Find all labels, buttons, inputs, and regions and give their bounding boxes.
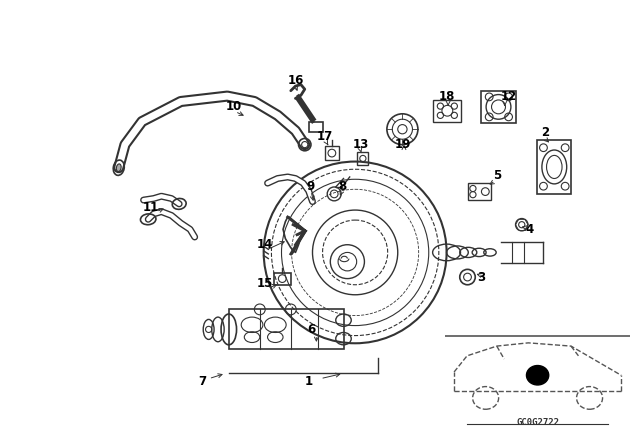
Text: 9: 9 (307, 180, 315, 193)
Text: 1: 1 (305, 375, 313, 388)
Text: 14: 14 (256, 238, 273, 251)
Text: 16: 16 (287, 74, 303, 87)
Text: 13: 13 (353, 138, 369, 151)
Text: 2: 2 (541, 126, 549, 139)
Text: GC0G2722: GC0G2722 (516, 418, 559, 427)
Text: 10: 10 (225, 99, 241, 112)
Text: 8: 8 (338, 180, 346, 193)
Circle shape (527, 366, 548, 385)
Text: 5: 5 (493, 169, 501, 182)
Ellipse shape (116, 164, 121, 172)
Text: 19: 19 (394, 138, 411, 151)
Text: 15: 15 (256, 277, 273, 290)
Text: 3: 3 (477, 271, 486, 284)
Text: 7: 7 (198, 375, 207, 388)
Text: 4: 4 (525, 223, 534, 236)
Text: 11: 11 (143, 201, 159, 214)
Text: 17: 17 (317, 130, 333, 143)
Text: 18: 18 (439, 90, 456, 103)
Text: 6: 6 (307, 323, 315, 336)
Text: 12: 12 (500, 90, 516, 103)
